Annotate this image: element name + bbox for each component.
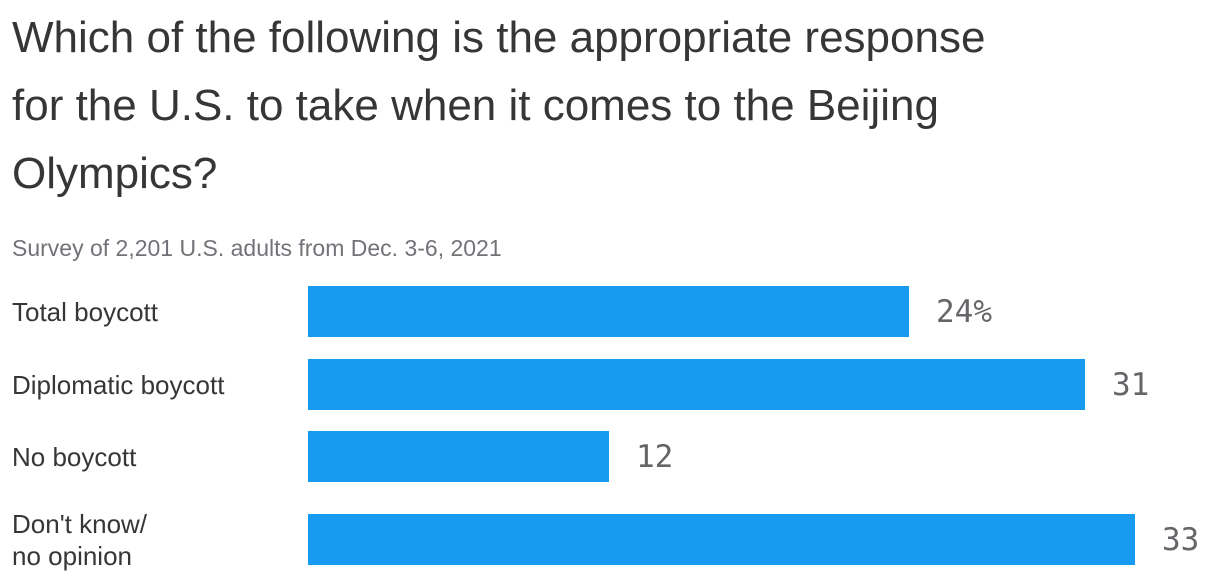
page-title: Which of the following is the appropriat… bbox=[12, 4, 1210, 208]
value-label: 12 bbox=[636, 438, 674, 475]
chart-row: Diplomatic boycott 31 bbox=[12, 359, 1210, 410]
chart-row: No boycott 12 bbox=[12, 431, 1210, 482]
category-label: Total boycott bbox=[12, 296, 158, 327]
bar-track: 31 bbox=[308, 359, 1210, 410]
bar bbox=[308, 431, 609, 482]
bar-track: 33 bbox=[308, 514, 1210, 565]
category-label: No boycott bbox=[12, 441, 137, 472]
bar-track: 12 bbox=[308, 431, 1210, 482]
value-label: 24% bbox=[936, 293, 992, 330]
chart-subtitle: Survey of 2,201 U.S. adults from Dec. 3-… bbox=[12, 235, 502, 261]
bar-track: 24% bbox=[308, 286, 1210, 337]
bar bbox=[308, 286, 909, 337]
title-line-1: Which of the following is the appropriat… bbox=[12, 13, 986, 62]
title-line-3: Olympics? bbox=[12, 149, 218, 198]
chart-header: Which of the following is the appropriat… bbox=[12, 4, 1210, 261]
title-line-2: for the U.S. to take when it comes to th… bbox=[12, 81, 939, 130]
chart-row: Total boycott 24% bbox=[12, 286, 1210, 337]
category-label: Don't know/ no opinion bbox=[12, 508, 148, 571]
value-label: 33 bbox=[1162, 521, 1200, 558]
bar-chart: Total boycott 24% Diplomatic boycott 31 No b… bbox=[12, 286, 1210, 571]
bar bbox=[308, 359, 1085, 410]
value-label: 31 bbox=[1112, 366, 1150, 403]
chart-row: Don't know/ no opinion 33 bbox=[12, 509, 1210, 571]
bar bbox=[308, 514, 1135, 565]
category-label: Diplomatic boycott bbox=[12, 369, 225, 400]
